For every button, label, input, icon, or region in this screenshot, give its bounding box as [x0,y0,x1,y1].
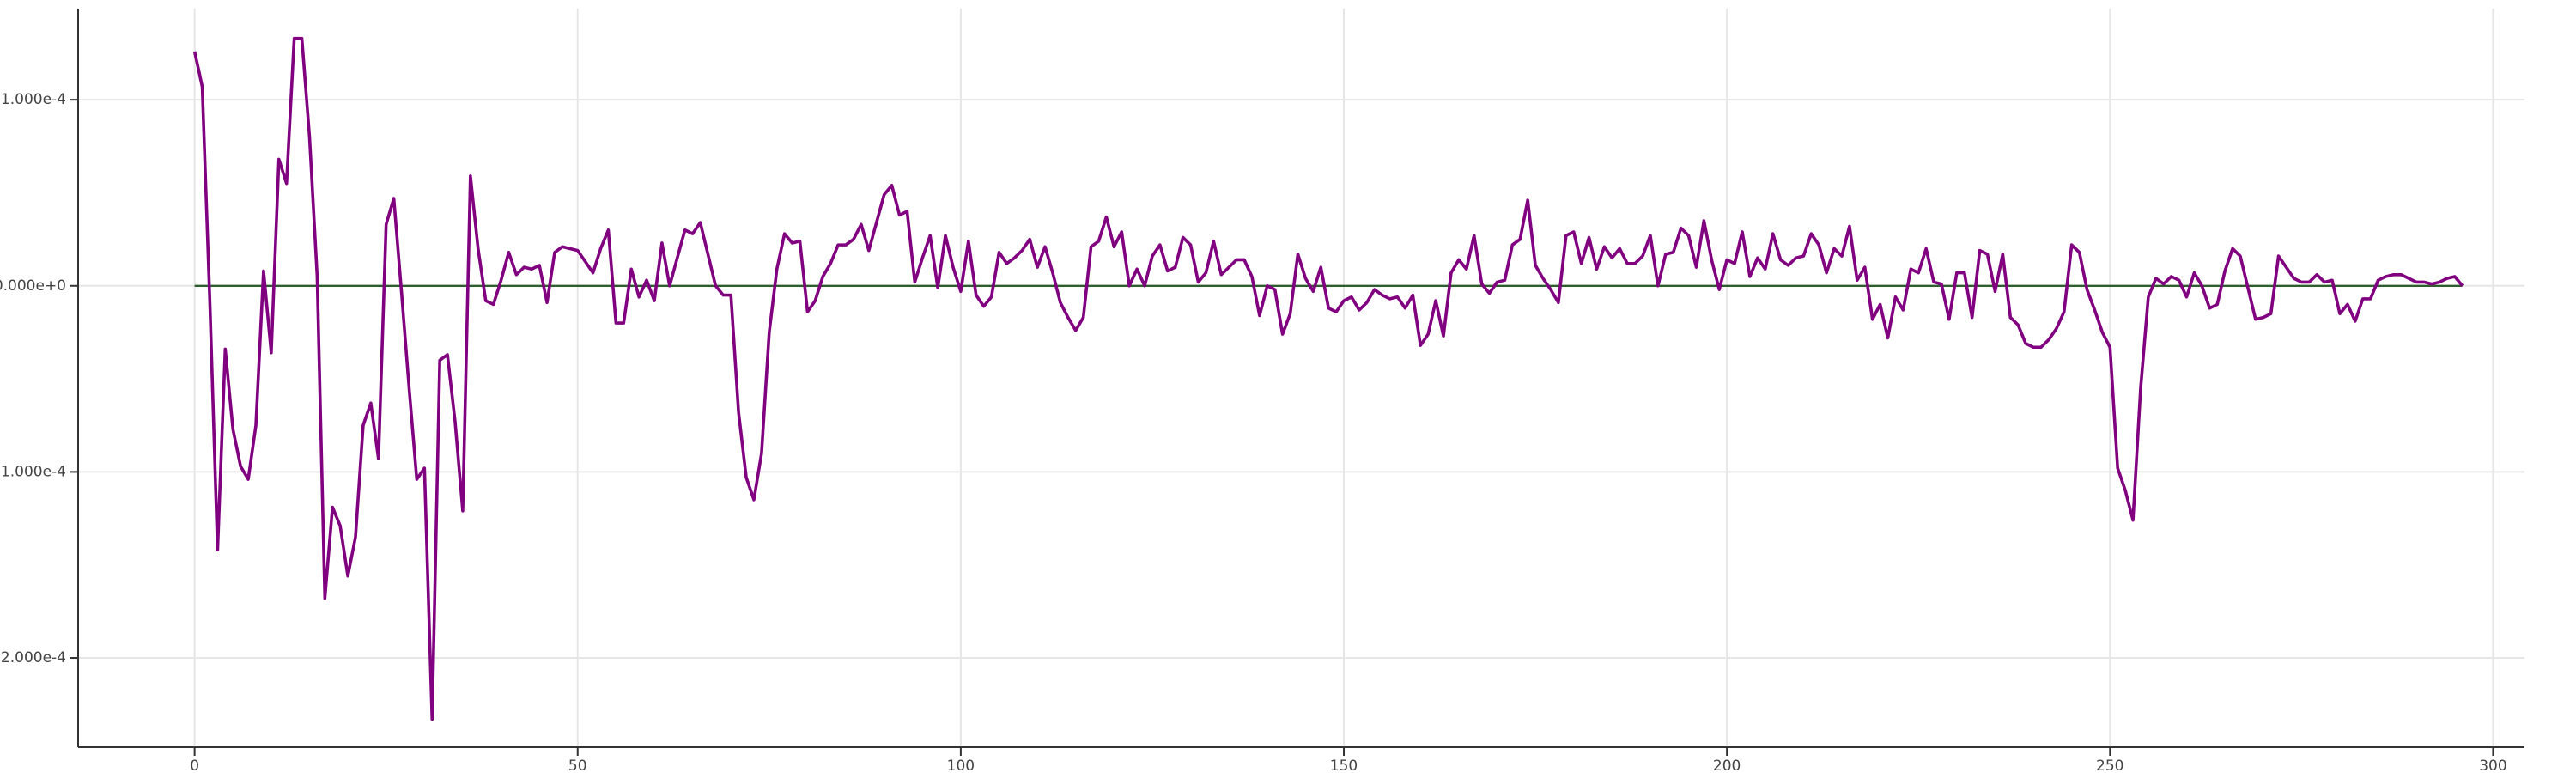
y-tick-label: -2.000e-4 [0,649,66,666]
x-tick-label: 200 [1713,758,1741,773]
y-tick-label: -1.000e-4 [0,463,66,480]
y-tick-label: 1.000e-4 [1,91,66,108]
x-tick-label: 50 [568,758,587,773]
x-tick-label: 150 [1330,758,1358,773]
x-tick-label: 0 [190,758,199,773]
x-tick-label: 250 [2096,758,2123,773]
x-tick-label: 100 [947,758,975,773]
x-tick-label: 300 [2479,758,2506,773]
line [192,36,2464,721]
y-tick-label: 0.000e+0 [0,277,66,295]
